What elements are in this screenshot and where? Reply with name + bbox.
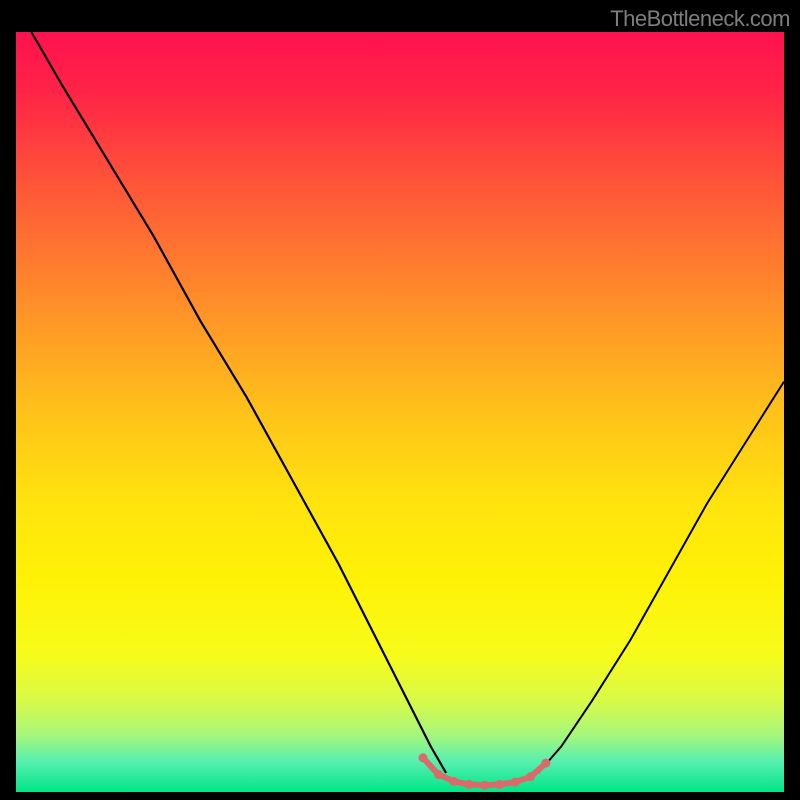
valley-dot <box>434 770 443 779</box>
valley-dot <box>526 772 535 781</box>
valley-dot <box>495 780 504 789</box>
valley-dot <box>480 781 489 790</box>
valley-dot <box>465 780 474 789</box>
valley-dot <box>449 777 458 786</box>
valley-dot <box>511 778 520 787</box>
valley-dot <box>419 753 428 762</box>
chart-container: TheBottleneck.com <box>0 0 800 800</box>
valley-dot <box>541 759 550 768</box>
watermark-text: TheBottleneck.com <box>610 6 790 32</box>
plot-background <box>16 32 784 792</box>
bottleneck-chart <box>0 0 800 800</box>
